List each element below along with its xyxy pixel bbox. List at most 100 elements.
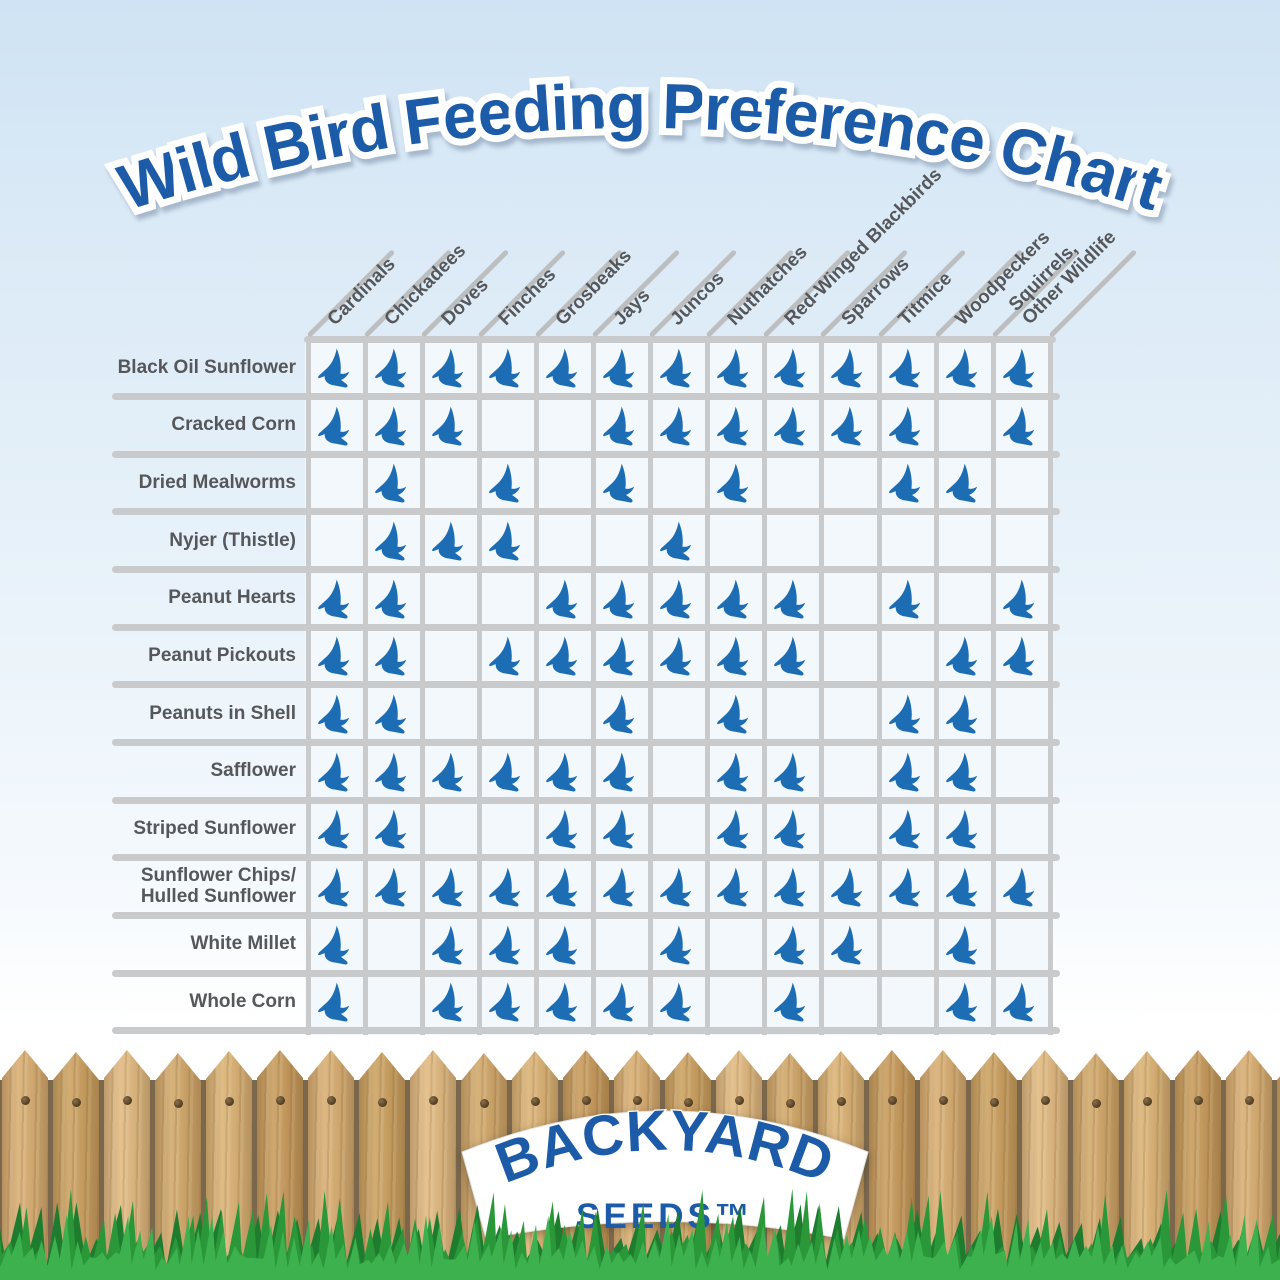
- bird-icon: [715, 752, 755, 792]
- bird-icon: [373, 867, 413, 907]
- bird-icon: [430, 982, 470, 1022]
- bird-icon-glyph: [658, 982, 698, 1022]
- nail-dot: [122, 1096, 132, 1105]
- bird-icon: [373, 463, 413, 503]
- bird-icon: [1001, 867, 1041, 907]
- bird-icon: [658, 521, 698, 561]
- row-separator: [112, 969, 1060, 977]
- bird-icon-glyph: [544, 752, 584, 792]
- bird-icon: [887, 752, 927, 792]
- nail-dot: [785, 1099, 795, 1108]
- bird-icon: [316, 694, 356, 734]
- bird-icon-glyph: [887, 579, 927, 619]
- bird-icon-glyph: [430, 752, 470, 792]
- bird-icon-glyph: [487, 348, 527, 388]
- column-label: Jays: [609, 284, 654, 330]
- bird-icon-glyph: [601, 636, 641, 676]
- bird-icon-glyph: [544, 579, 584, 619]
- row-separator: [112, 1027, 1060, 1035]
- bird-icon: [601, 406, 641, 446]
- bird-icon-glyph: [601, 694, 641, 734]
- bird-icon-glyph: [544, 867, 584, 907]
- wood-grain: [1226, 1050, 1272, 1280]
- bird-icon: [373, 809, 413, 849]
- chart-title-text: Wild Bird Feeding Preference Chart: [110, 70, 1170, 224]
- bird-icon-glyph: [316, 694, 356, 734]
- nail-dot: [836, 1097, 846, 1106]
- bird-icon: [715, 636, 755, 676]
- bird-icon-glyph: [658, 348, 698, 388]
- bird-icon: [887, 348, 927, 388]
- bird-icon: [601, 579, 641, 619]
- nail-dot: [20, 1096, 30, 1105]
- bird-icon-glyph: [944, 752, 984, 792]
- bird-icon-glyph: [944, 867, 984, 907]
- nail-dot: [71, 1098, 81, 1107]
- row-separator: [112, 739, 1060, 746]
- bird-icon: [772, 752, 812, 792]
- nail-dot: [428, 1096, 438, 1105]
- bird-icon-glyph: [601, 579, 641, 619]
- bird-icon-glyph: [430, 348, 470, 388]
- bird-icon: [316, 579, 356, 619]
- bird-icon-glyph: [601, 406, 641, 446]
- bird-icon-glyph: [887, 406, 927, 446]
- bird-icon-glyph: [487, 463, 527, 503]
- row-label: Peanut Pickouts: [148, 644, 296, 666]
- bird-icon-glyph: [487, 867, 527, 907]
- chart-title: Wild Bird Feeding Preference Chart: [103, 63, 1178, 231]
- bird-icon-glyph: [487, 982, 527, 1022]
- bird-icon-glyph: [887, 752, 927, 792]
- bird-icon-glyph: [715, 752, 755, 792]
- bird-icon: [658, 867, 698, 907]
- bird-icon-glyph: [373, 867, 413, 907]
- bird-icon: [944, 809, 984, 849]
- bird-icon: [715, 406, 755, 446]
- bird-icon-glyph: [715, 867, 755, 907]
- bird-icon-glyph: [829, 406, 869, 446]
- nail-dot: [1142, 1097, 1152, 1106]
- bird-icon-glyph: [373, 579, 413, 619]
- nail-dot: [632, 1096, 642, 1105]
- bird-icon: [430, 867, 470, 907]
- bird-icon-glyph: [601, 752, 641, 792]
- nail-dot: [1193, 1096, 1203, 1105]
- nail-dot: [734, 1096, 744, 1105]
- bird-icon-glyph: [487, 925, 527, 965]
- bird-icon-glyph: [544, 982, 584, 1022]
- bird-icon-glyph: [373, 348, 413, 388]
- row-label: Sunflower Chips/ Hulled Sunflower: [140, 865, 296, 907]
- bird-icon: [316, 752, 356, 792]
- nail-dot: [683, 1098, 693, 1107]
- bird-icon: [487, 521, 527, 561]
- bird-icon: [658, 636, 698, 676]
- bird-icon: [715, 348, 755, 388]
- bird-icon-glyph: [544, 925, 584, 965]
- bird-icon-glyph: [601, 463, 641, 503]
- bird-icon: [601, 809, 641, 849]
- bird-icon: [373, 636, 413, 676]
- row-separator: [112, 450, 1060, 458]
- nail-dot: [479, 1099, 489, 1108]
- nail-dot: [1040, 1096, 1050, 1105]
- bird-icon: [772, 348, 812, 388]
- row-label: Safflower: [210, 760, 296, 782]
- row-separator: [112, 854, 1060, 862]
- bird-icon-glyph: [944, 636, 984, 676]
- bird-icon: [887, 867, 927, 907]
- bird-icon-glyph: [316, 406, 356, 446]
- bird-icon-glyph: [829, 348, 869, 388]
- bird-icon-glyph: [1001, 406, 1041, 446]
- bird-icon-glyph: [772, 406, 812, 446]
- bird-icon: [772, 925, 812, 965]
- brand-logo: BACKYARD SEEDS™: [461, 1097, 869, 1240]
- nail-dot: [326, 1096, 336, 1105]
- bird-icon: [487, 867, 527, 907]
- bird-icon-glyph: [658, 579, 698, 619]
- bird-icon-glyph: [772, 867, 812, 907]
- bird-icon: [887, 406, 927, 446]
- row-separator: [112, 393, 1060, 400]
- bird-icon: [944, 348, 984, 388]
- bird-icon-glyph: [658, 636, 698, 676]
- bird-icon: [887, 579, 927, 619]
